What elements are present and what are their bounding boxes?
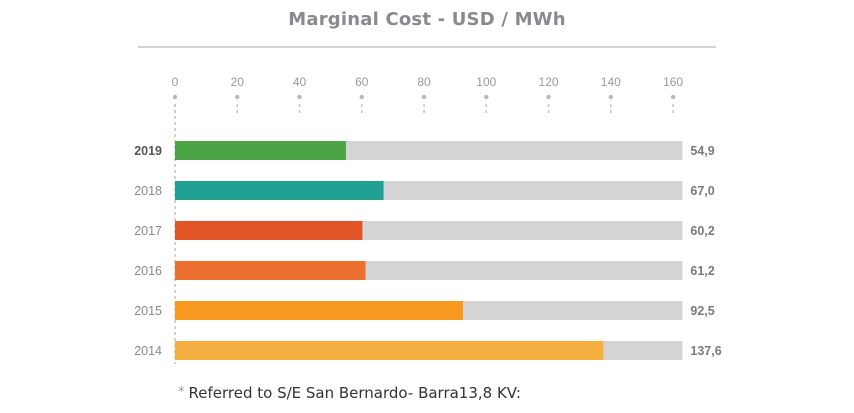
footnote: * Referred to S/E San Bernardo- Barra13,8… (178, 384, 521, 402)
x-tick-label: 120 (539, 75, 559, 89)
data-label: 92,5 (690, 304, 714, 318)
y-category-label: 2016 (134, 264, 162, 278)
bar (175, 341, 604, 360)
x-axis: 0 20 40 60 80 100 120 140 160 (172, 75, 683, 116)
footnote-asterisk: * (178, 385, 185, 400)
x-tick-dot (172, 94, 178, 100)
data-label: 137,6 (690, 344, 721, 358)
x-tick-label: 0 (172, 75, 179, 89)
bar (175, 261, 366, 280)
x-tick-label: 100 (476, 75, 496, 89)
x-tick-dot (297, 94, 302, 100)
bars-group: 2019 54,9 2018 67,0 2017 60,2 2016 61,2 2015 92,5… (134, 141, 722, 360)
bar (175, 301, 463, 320)
x-tick-label: 160 (663, 75, 683, 89)
title-divider (138, 46, 716, 48)
bar (175, 141, 346, 160)
data-label: 67,0 (690, 184, 714, 198)
y-category-label: 2019 (134, 144, 162, 158)
x-tick-label: 40 (293, 75, 307, 89)
y-category-label: 2017 (134, 224, 162, 238)
x-tick-label: 80 (417, 75, 431, 89)
x-tick-dot (608, 94, 614, 100)
y-category-label: 2018 (134, 184, 162, 198)
x-tick-dot (235, 94, 240, 100)
y-category-label: 2015 (134, 304, 162, 318)
x-tick-label: 20 (231, 75, 245, 89)
chart-title: Marginal Cost - USD / MWh (288, 9, 566, 30)
x-tick-dot (670, 94, 676, 100)
data-label: 60,2 (690, 224, 714, 238)
data-label: 61,2 (690, 264, 714, 278)
x-tick-dot (359, 94, 364, 100)
x-tick-dot (546, 94, 551, 100)
data-label: 54,9 (690, 144, 714, 158)
bar (175, 221, 363, 240)
x-tick-dot (421, 94, 427, 100)
footnote-text: Referred to S/E San Bernardo- Barra13,8 … (188, 384, 521, 402)
x-tick-label: 140 (601, 75, 621, 89)
bar (175, 181, 384, 200)
y-category-label: 2014 (134, 344, 162, 358)
x-tick-label: 60 (355, 75, 369, 89)
x-tick-dot (484, 94, 489, 100)
